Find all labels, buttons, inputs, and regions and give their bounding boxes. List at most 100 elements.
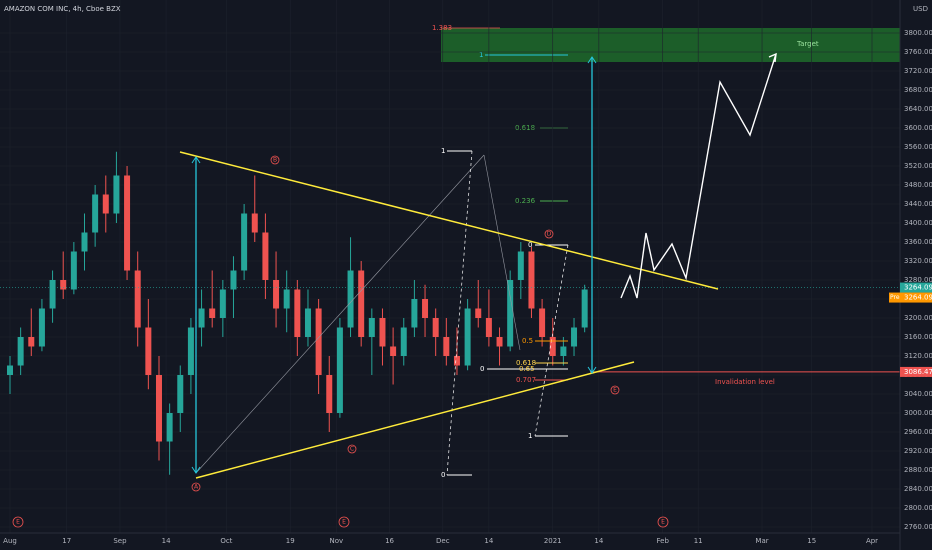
y-tick-label: 2840.00 [904,485,932,493]
candle-body [92,194,99,233]
fib-label: 1 [441,147,445,155]
y-tick-label: 3480.00 [904,181,932,189]
swing-line [483,154,521,351]
y-tick-label: 3640.00 [904,105,932,113]
trend-line [179,151,719,290]
candle-body [113,175,120,214]
candle-body [38,308,45,347]
candle-body [581,289,588,328]
wave-marker [270,155,280,165]
pre-tag [889,292,901,303]
x-tick-label: 16 [385,537,394,545]
fib-label: 1.383 [432,24,452,32]
fib-label: 1 [528,432,532,440]
candle-body [571,327,578,347]
wave-label: D [547,231,552,238]
pre-tag-label: Pre [890,294,900,301]
y-tick-label: 3360.00 [904,238,932,246]
chart-title: AMAZON COM INC, 4h, Cboe BZX [4,5,121,13]
fib-label: 0.618 [516,359,536,367]
candle-body [187,327,194,375]
y-tick-label: 3680.00 [904,86,932,94]
y-tick-label: 3000.00 [904,409,932,417]
fib-label: 0.65 [519,365,535,373]
wave-marker [610,385,620,395]
candle-body [145,327,152,375]
candle-body [347,270,354,328]
wave-marker [544,229,554,239]
currency: USD [913,5,928,13]
candle-body [60,280,67,290]
invalidation-label: Invalidation level [715,378,775,386]
arrow-head [587,366,597,374]
candle-body [209,308,216,318]
y-tick-label: 3760.00 [904,48,932,56]
candle-body [539,308,546,337]
swing-line [195,154,485,474]
x-tick-label: Feb [657,537,670,545]
candle-body [134,270,141,328]
price-tag [900,282,932,293]
candle-body [17,337,24,366]
candle-body [262,232,269,280]
candle-body [560,346,567,356]
candle-body [368,318,375,337]
y-tick-label: 3440.00 [904,200,932,208]
candle-body [326,375,333,413]
candle-body [528,251,535,309]
candle-body [496,337,503,347]
y-tick-label: 3800.00 [904,29,932,37]
candle-body [315,308,322,375]
arrow-head [191,466,201,474]
candle-body [294,289,301,337]
x-tick-label: 14 [594,537,603,545]
fib-label: 0.236 [515,197,536,205]
x-tick-label: Aug [3,537,17,545]
y-tick-label: 3520.00 [904,162,932,170]
candle-body [198,308,205,328]
candle-body [251,213,258,233]
target-label: Target [796,40,819,48]
x-tick-label: 15 [807,537,816,545]
fib-dash [446,150,473,476]
candle-body [177,375,184,413]
x-tick-label: Sep [113,537,127,545]
x-tick-label: 17 [62,537,71,545]
event-label: E [16,519,20,526]
y-tick-label: 3600.00 [904,124,932,132]
candle-body [453,356,460,366]
event-label: E [661,519,665,526]
fib-label: 0 [528,241,532,249]
candle-body [7,365,13,375]
pre-price-tag [901,292,932,303]
x-tick-label: Apr [866,537,878,545]
candle-body [219,289,226,318]
y-tick-label: 3400.00 [904,219,932,227]
candle-body [102,194,109,214]
y-tick-label: 3200.00 [904,314,932,322]
y-tick-label: 2880.00 [904,466,932,474]
x-tick-label: 14 [484,537,493,545]
event-marker [338,516,350,528]
x-tick-label: 14 [162,537,171,545]
wave-marker [347,444,357,454]
candle-body [336,327,343,413]
y-tick-label: 2920.00 [904,447,932,455]
candle-body [475,308,482,318]
price-tag-label: 3264.09 [904,284,932,292]
candle-body [273,280,280,309]
invalidation-tag-label: 3086.47 [904,368,932,376]
fib-label: 0 [480,365,484,373]
fib-label: 1 [479,51,483,59]
candle-body [70,251,77,290]
fib-label: 0.5 [522,337,533,345]
candle-body [230,270,237,290]
candle-body [283,289,290,309]
target-zone [441,28,900,62]
y-tick-label: 3040.00 [904,390,932,398]
wave-label: A [194,484,199,491]
candle-body [155,375,162,442]
candle-body [124,175,131,271]
y-tick-label: 3720.00 [904,67,932,75]
